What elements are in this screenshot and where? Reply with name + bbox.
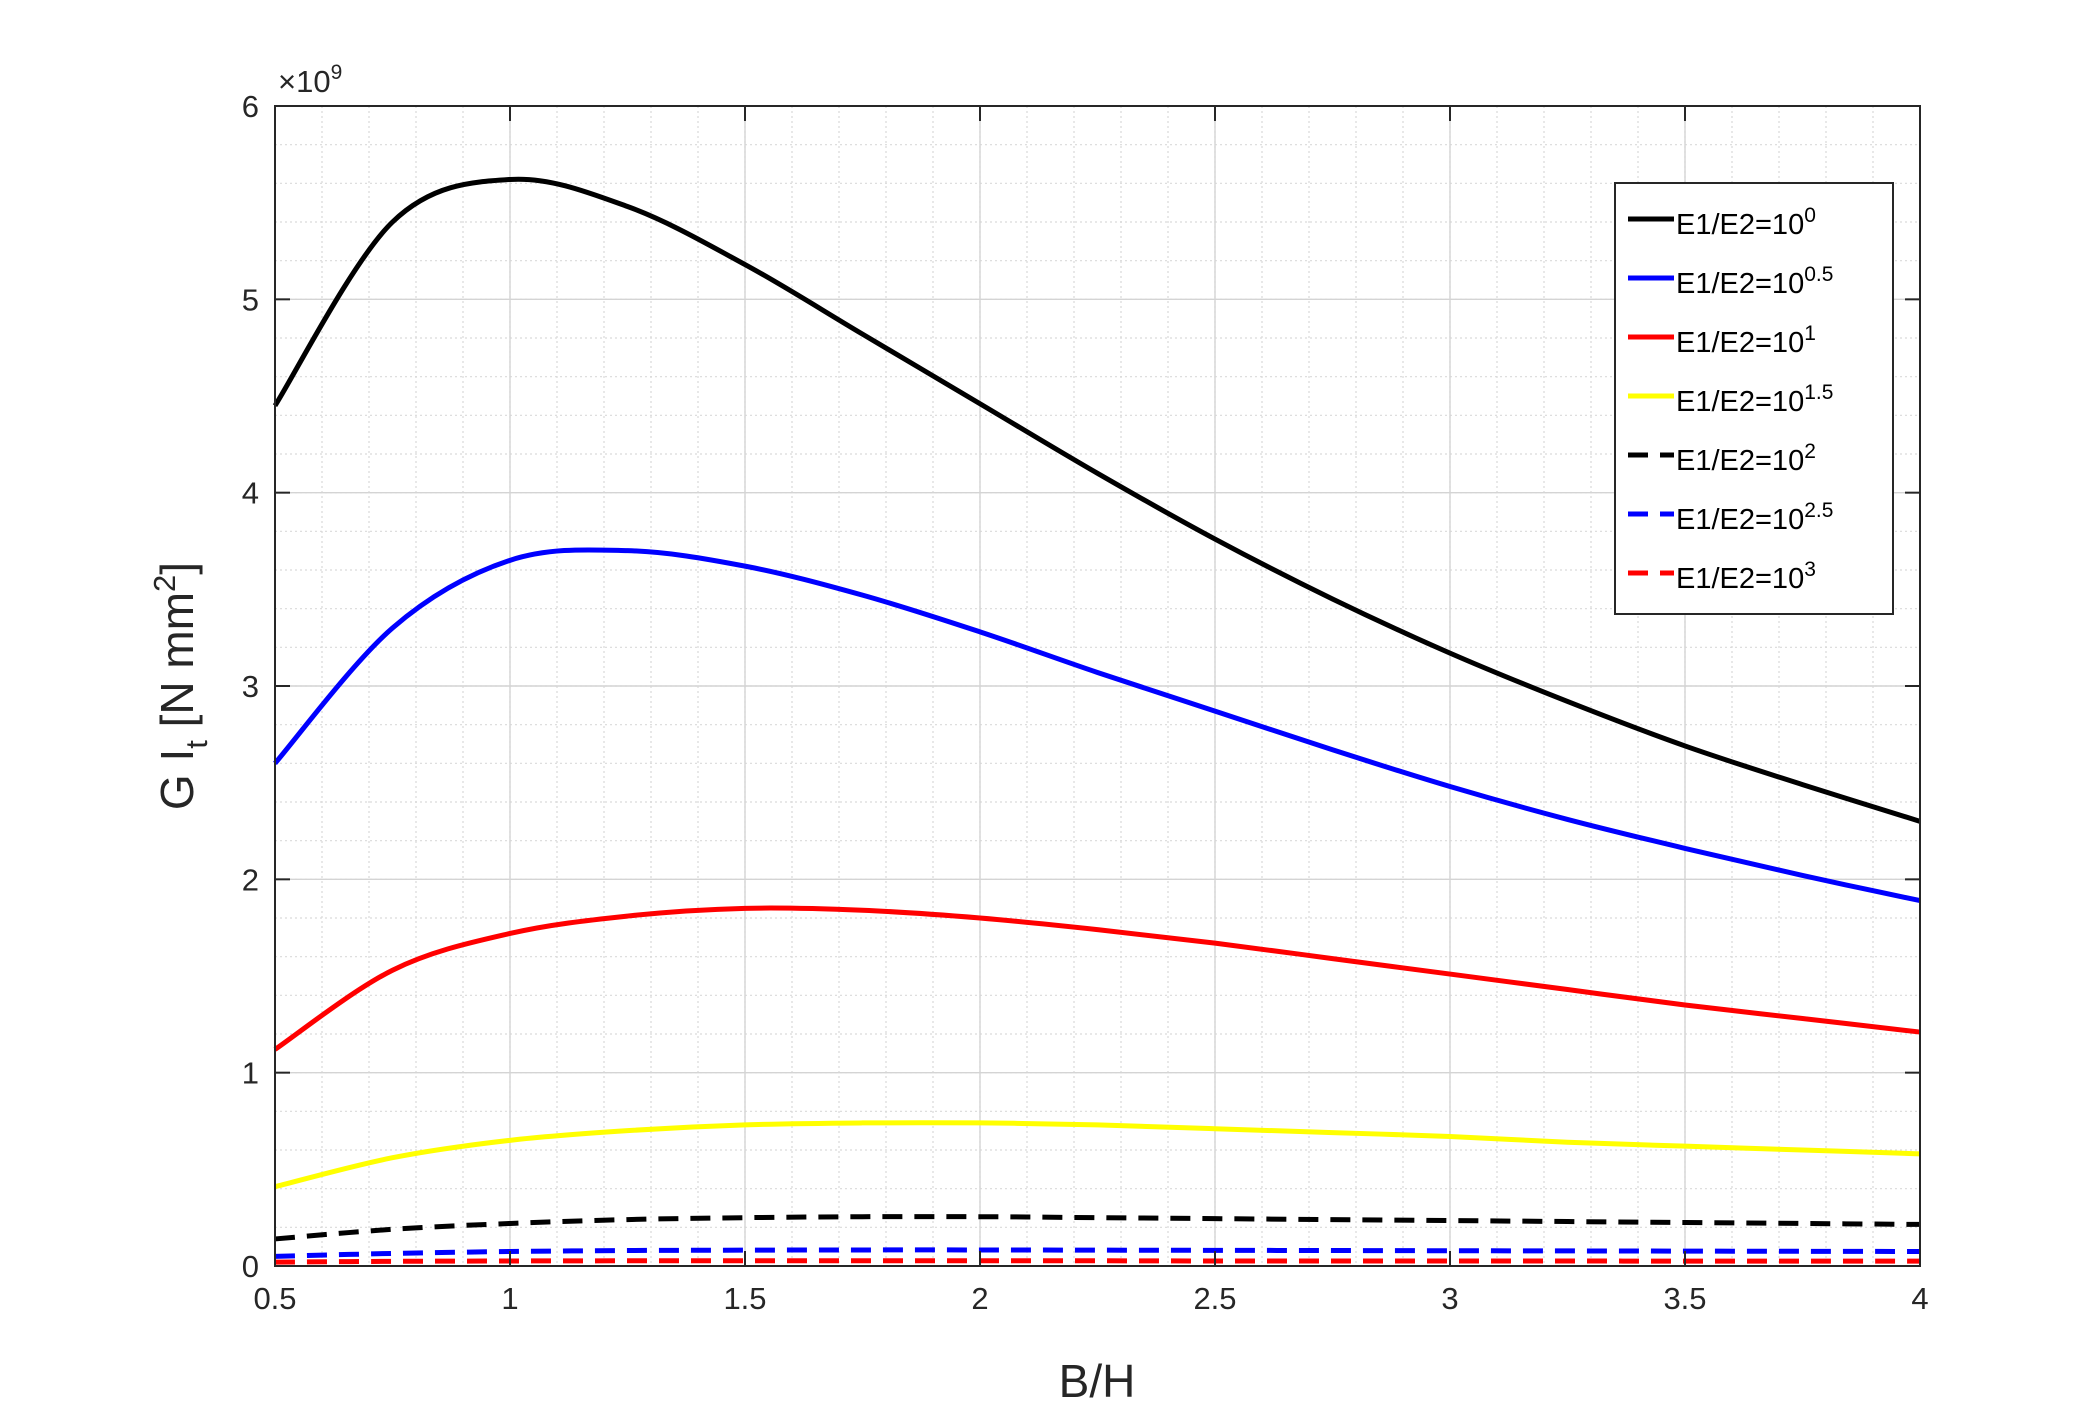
x-tick-label: 3 bbox=[1441, 1281, 1458, 1316]
y-tick-label: 1 bbox=[242, 1056, 259, 1091]
y-tick-label: 2 bbox=[242, 862, 259, 897]
x-tick-label: 2.5 bbox=[1193, 1281, 1236, 1316]
legend-label-1: E1/E2=100.5 bbox=[1676, 263, 1833, 300]
x-tick-label: 4 bbox=[1911, 1281, 1928, 1316]
legend-label-3: E1/E2=101.5 bbox=[1676, 381, 1833, 418]
legend-label-6: E1/E2=103 bbox=[1676, 558, 1816, 595]
series-line-5 bbox=[274, 1247, 1921, 1259]
x-tick-labels: 0.5 1 1.5 2 2.5 3 3.5 4 bbox=[253, 1281, 1928, 1316]
series-layer bbox=[272, 176, 1921, 1265]
x-tick-label: 3.5 bbox=[1663, 1281, 1706, 1316]
x-tick-label: 2 bbox=[971, 1281, 988, 1316]
series-line-4 bbox=[274, 1214, 1921, 1242]
x-tick-label: 0.5 bbox=[253, 1281, 296, 1316]
series-line-6 bbox=[274, 1258, 1920, 1265]
y-tick-label: 5 bbox=[242, 282, 259, 317]
series-line-0 bbox=[272, 176, 1921, 824]
y-tick-labels: 0 1 2 3 4 5 6 bbox=[242, 89, 259, 1284]
legend-label-0: E1/E2=100 bbox=[1676, 204, 1816, 241]
legend-label-2: E1/E2=101 bbox=[1676, 322, 1816, 359]
legend-label-4: E1/E2=102 bbox=[1676, 440, 1816, 477]
y-axis-exponent: ×109 bbox=[278, 61, 342, 99]
legend-label-5: E1/E2=102.5 bbox=[1676, 499, 1833, 536]
tick-marks bbox=[274, 105, 1921, 1267]
y-axis-label: G It [N mm2] bbox=[147, 562, 214, 810]
y-tick-label: 6 bbox=[242, 89, 259, 124]
x-tick-label: 1 bbox=[501, 1281, 518, 1316]
series-line-3 bbox=[274, 1120, 1921, 1190]
y-tick-label: 3 bbox=[242, 669, 259, 704]
y-tick-label: 4 bbox=[242, 476, 259, 511]
legend: E1/E2=100 E1/E2=100.5 E1/E2=101 E1/E2=101.5… bbox=[1614, 182, 1894, 615]
series-line-2 bbox=[273, 905, 1921, 1052]
x-tick-label: 1.5 bbox=[723, 1281, 766, 1316]
x-axis-label: B/H bbox=[1059, 1355, 1136, 1406]
y-tick-label: 0 bbox=[242, 1249, 259, 1284]
series-line-1 bbox=[273, 547, 1921, 904]
